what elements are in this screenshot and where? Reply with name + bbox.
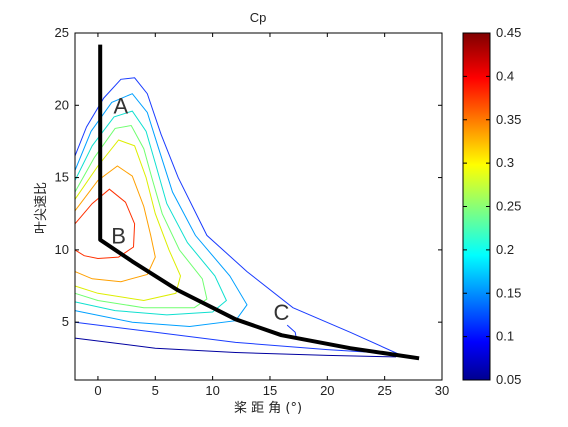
plot-axes: 0 5 10 15 20 25 30 5 10 15 20 25 [55,25,450,398]
colorbar-tick-label: 0.25 [496,199,521,214]
y-tick-label: 5 [62,314,69,329]
x-tick-label: 0 [94,383,101,398]
colorbar-gradient [462,32,491,381]
colorbar-tick-label: 0.35 [496,112,521,127]
y-tick-label: 20 [55,97,69,112]
region-label-a: A [114,93,129,118]
x-tick-label: 5 [152,383,159,398]
colorbar-tick-label: 0.15 [496,285,521,300]
x-tick-label: 15 [263,383,277,398]
colorbar-tick-label: 0.05 [496,372,521,387]
contour-line-0.1 [74,77,399,355]
colorbar-tick-label: 0.45 [496,25,521,40]
contour-line-0.05 [74,337,397,358]
colorbar-tick-label: 0.2 [496,242,514,257]
y-tick-label: 25 [55,25,69,40]
x-tick-label: 10 [205,383,219,398]
colorbar-tick-label: 0.1 [496,329,514,344]
y-axis-label: 叶尖速比 [34,182,49,234]
region-label-c: C [273,300,289,325]
y-tick-label: 15 [55,170,69,185]
contour-line-0.15 [74,93,248,328]
control-curve-layer: A B C [98,44,420,361]
x-tick-label: 25 [377,383,391,398]
x-tick-label: 30 [435,383,449,398]
plot-frame [74,32,443,381]
y-tick-label: 10 [55,242,69,257]
contour-line-0.2 [74,110,228,316]
contour-line-0.3 [74,139,182,302]
contour-lines [74,77,399,358]
colorbar-tick-label: 0.4 [496,68,514,83]
colorbar: 0.05 0.1 0.15 0.2 0.25 0.3 0.35 0.4 0.45 [462,25,521,387]
optimal-control-curve [98,44,420,361]
x-axis-label: 桨 距 角 (°) [234,400,302,416]
contour-line-0.35 [74,165,156,283]
colorbar-tick-label: 0.3 [496,155,514,170]
chart-title: Cp [250,10,267,25]
x-tick-label: 20 [320,383,334,398]
contour-line-0.25 [74,124,208,309]
region-label-b: B [111,223,126,248]
